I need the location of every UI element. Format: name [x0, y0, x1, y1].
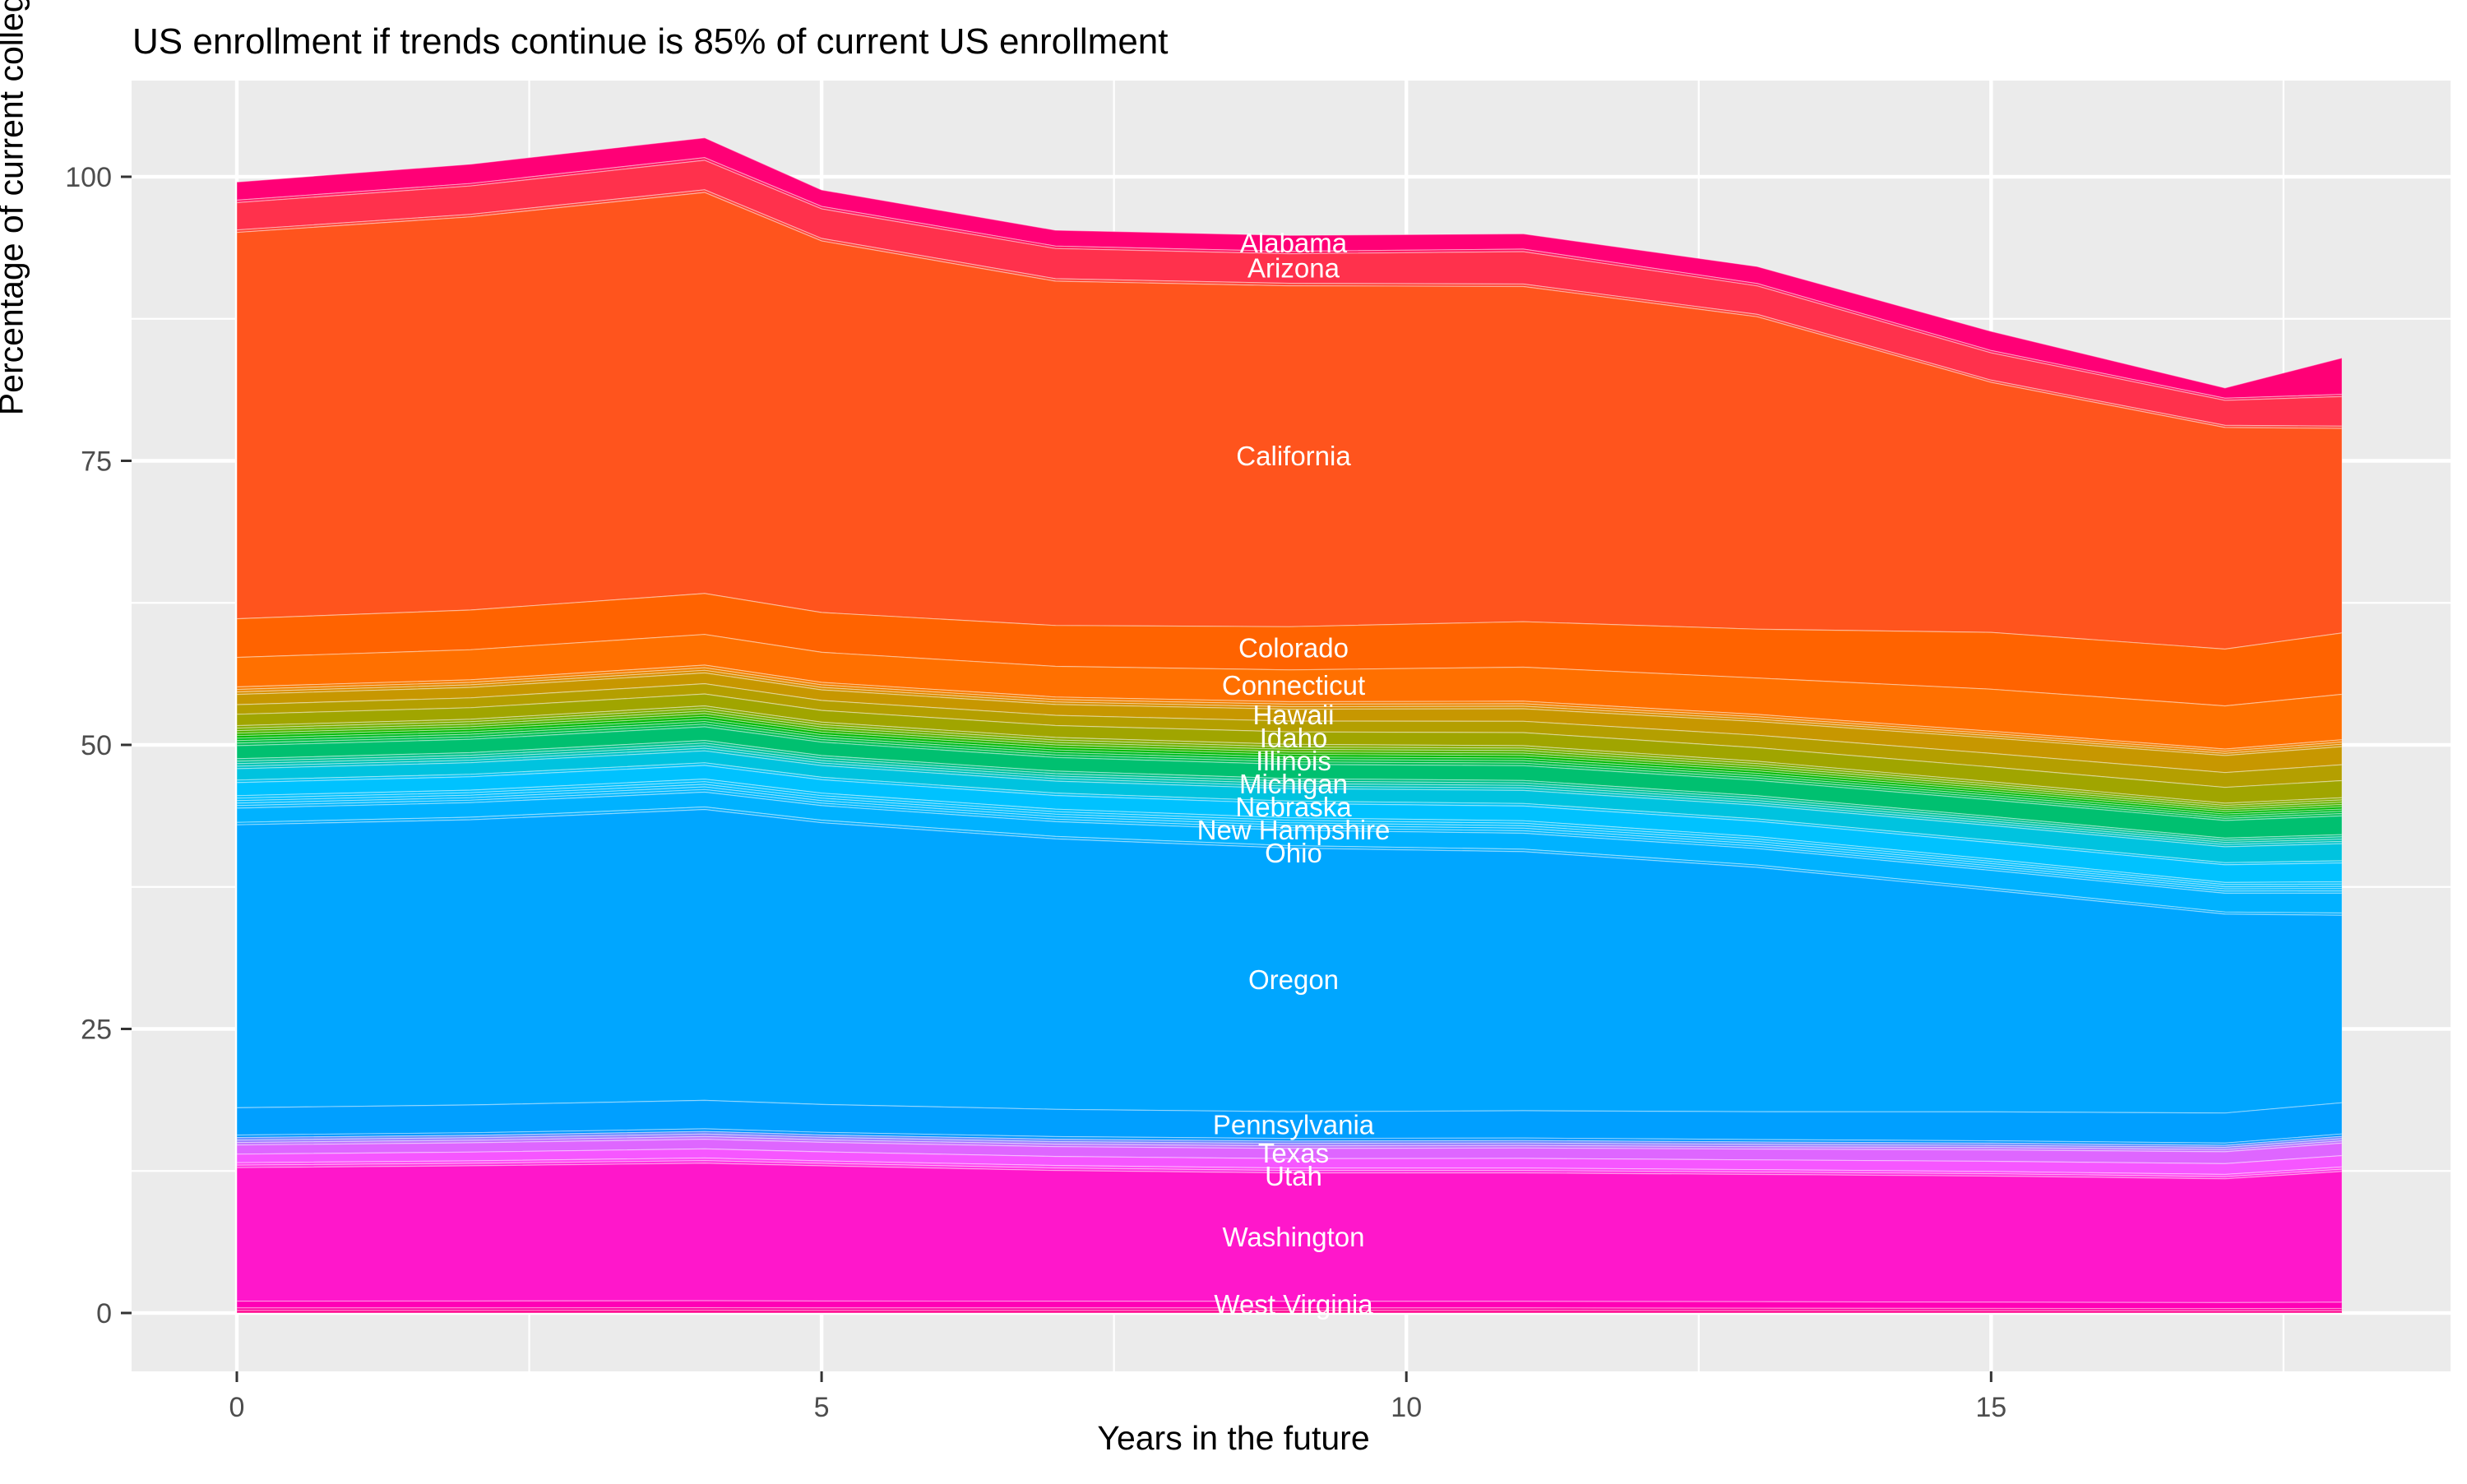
page-title: US enrollment if trends continue is 85% …: [132, 21, 1169, 62]
y-tick-label: 75: [81, 446, 112, 478]
x-tick-label: 10: [1391, 1392, 1422, 1423]
state-label-hawaii: Hawaii: [1252, 700, 1334, 730]
state-label-washington: Washington: [1222, 1222, 1364, 1252]
state-label-ohio: Ohio: [1265, 838, 1322, 868]
y-tick-label: 50: [81, 730, 112, 761]
x-tick-label: 0: [229, 1392, 245, 1423]
state-label-illinois: Illinois: [1256, 746, 1331, 776]
y-tick-label: 25: [81, 1015, 112, 1046]
state-label-texas: Texas: [1258, 1138, 1329, 1168]
state-label-michigan: Michigan: [1239, 769, 1348, 799]
x-axis-title: Years in the future: [1097, 1419, 1370, 1457]
state-label-pennsylvania: Pennsylvania: [1213, 1109, 1375, 1140]
state-label-new-hampshire: New Hampshire: [1197, 815, 1391, 845]
state-label-colorado: Colorado: [1238, 633, 1349, 663]
area-wyoming: [236, 1310, 2343, 1314]
state-label-arizona: Arizona: [1247, 253, 1340, 284]
state-label-alabama: Alabama: [1240, 228, 1348, 258]
state-label-idaho: Idaho: [1260, 723, 1328, 753]
x-tick-label: 5: [814, 1392, 830, 1423]
y-axis-title: Percentage of current college US populat…: [0, 0, 30, 416]
state-label-utah: Utah: [1265, 1161, 1322, 1191]
state-label-west-virginia: West Virginia: [1214, 1289, 1373, 1320]
state-label-nebraska: Nebraska: [1235, 792, 1352, 822]
state-label-connecticut: Connecticut: [1222, 670, 1365, 700]
x-tick-label: 15: [1975, 1392, 2006, 1423]
state-label-oregon: Oregon: [1248, 964, 1339, 995]
y-tick-label: 100: [65, 162, 112, 193]
state-label-california: California: [1236, 441, 1351, 471]
y-tick-label: 0: [96, 1298, 112, 1329]
